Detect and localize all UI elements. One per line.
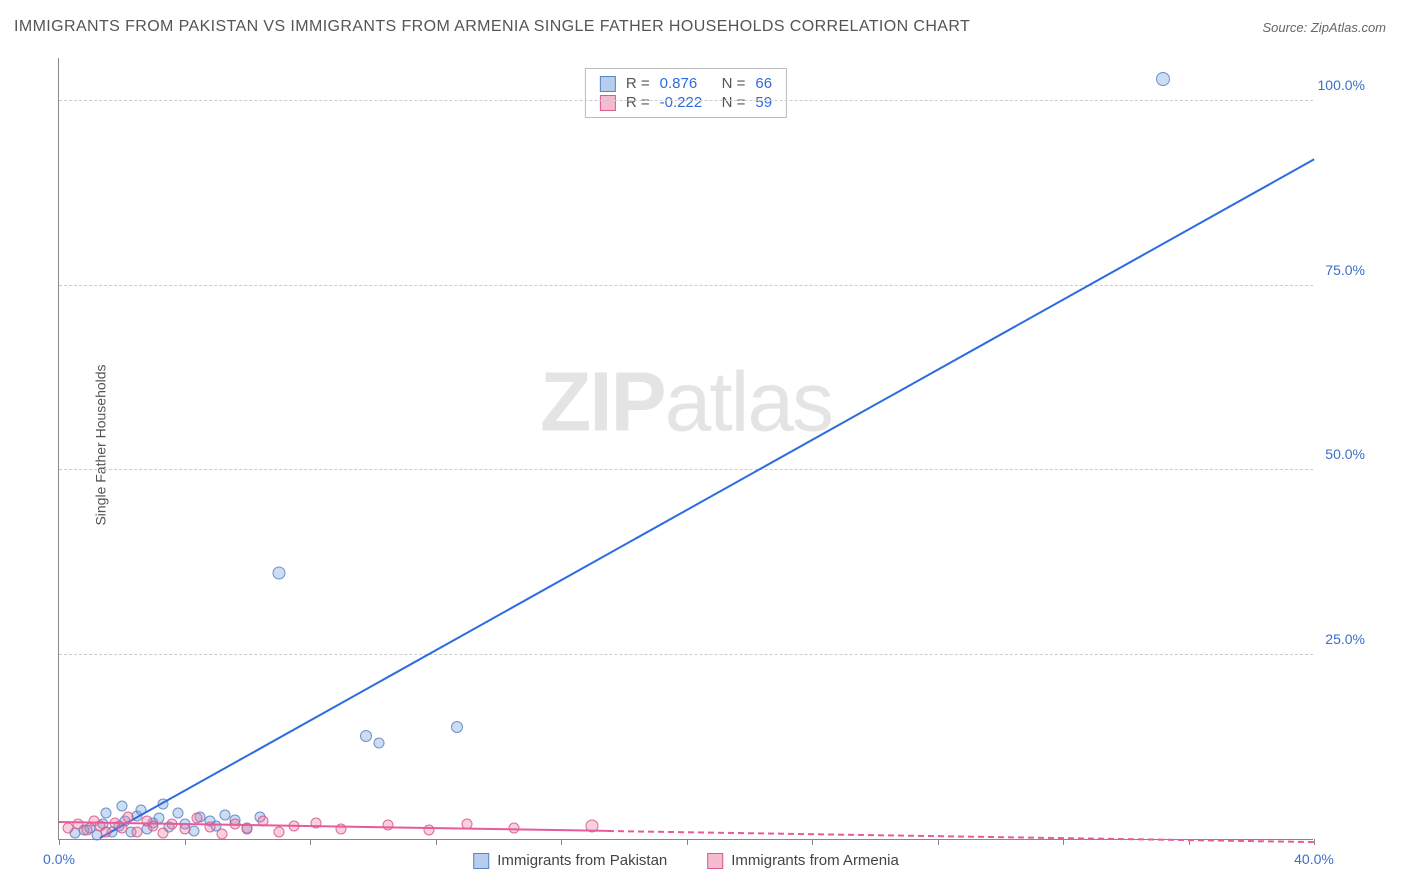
data-point — [272, 567, 285, 580]
y-tick-label: 25.0% — [1325, 631, 1365, 647]
legend-item-pakistan: Immigrants from Pakistan — [473, 852, 667, 869]
x-tick — [1314, 839, 1315, 845]
data-point — [157, 828, 168, 839]
x-tick-label: 0.0% — [43, 851, 75, 867]
trend-line — [99, 158, 1314, 838]
data-point — [374, 738, 385, 749]
x-tick-label: 40.0% — [1294, 851, 1334, 867]
x-tick — [436, 839, 437, 845]
data-point — [173, 808, 184, 819]
y-tick-label: 50.0% — [1325, 446, 1365, 462]
data-point — [273, 826, 284, 837]
chart-area: Single Father Households ZIPatlas R = 0.… — [50, 50, 1370, 840]
swatch-blue-icon — [473, 853, 489, 869]
data-point — [116, 800, 127, 811]
data-point — [123, 811, 134, 822]
source-attribution: Source: ZipAtlas.com — [1262, 20, 1386, 35]
gridline — [59, 285, 1313, 286]
y-tick-label: 100.0% — [1318, 77, 1365, 93]
x-tick — [1063, 839, 1064, 845]
x-tick — [59, 839, 60, 845]
gridline — [59, 469, 1313, 470]
x-tick — [185, 839, 186, 845]
correlation-stats-box: R = 0.876 N = 66 R = -0.222 N = 59 — [585, 68, 787, 118]
data-point — [82, 825, 93, 836]
x-tick — [687, 839, 688, 845]
trend-line — [608, 830, 1314, 843]
data-point — [451, 721, 463, 733]
data-point — [132, 826, 143, 837]
data-point — [101, 827, 112, 838]
x-tick — [812, 839, 813, 845]
data-point — [1156, 72, 1170, 86]
x-tick — [561, 839, 562, 845]
data-point — [188, 825, 199, 836]
stats-row-series2: R = -0.222 N = 59 — [600, 93, 772, 112]
data-point — [360, 730, 372, 742]
x-tick — [938, 839, 939, 845]
bottom-legend: Immigrants from Pakistan Immigrants from… — [473, 852, 899, 869]
data-point — [383, 819, 394, 830]
legend-item-armenia: Immigrants from Armenia — [707, 852, 899, 869]
gridline — [59, 100, 1313, 101]
gridline — [59, 654, 1313, 655]
data-point — [101, 808, 112, 819]
y-tick-label: 75.0% — [1325, 262, 1365, 278]
swatch-blue-icon — [600, 76, 616, 92]
swatch-pink-icon — [707, 853, 723, 869]
chart-title: IMMIGRANTS FROM PAKISTAN VS IMMIGRANTS F… — [14, 18, 970, 36]
x-tick — [310, 839, 311, 845]
data-point — [217, 828, 228, 839]
swatch-pink-icon — [600, 95, 616, 111]
plot-region: ZIPatlas R = 0.876 N = 66 R = -0.222 N =… — [58, 58, 1313, 840]
stats-row-series1: R = 0.876 N = 66 — [600, 74, 772, 93]
watermark: ZIPatlas — [540, 353, 832, 450]
